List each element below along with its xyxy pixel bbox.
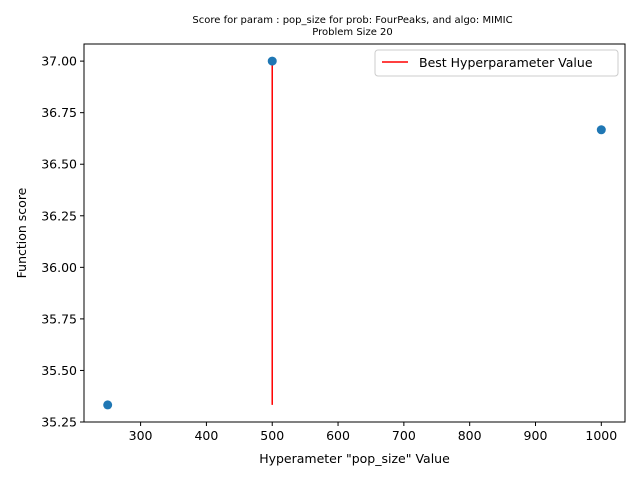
data-point [267,56,277,66]
y-tick-label: 36.75 [41,105,77,120]
x-tick-label: 900 [524,428,548,443]
x-tick-label: 500 [260,428,284,443]
x-tick-label: 600 [326,428,350,443]
y-tick-label: 37.00 [41,54,77,69]
y-tick-label: 35.75 [41,311,77,326]
data-point [596,125,606,135]
legend-label: Best Hyperparameter Value [419,55,593,70]
x-tick-label: 1000 [585,428,617,443]
data-point [103,400,113,410]
x-axis-label: Hyperameter "pop_size" Value [259,451,450,466]
x-tick-label: 800 [458,428,482,443]
x-tick-label: 400 [194,428,218,443]
y-axis-label: Function score [14,187,29,278]
y-tick-label: 36.50 [41,157,77,172]
plot-layer: 300 400 500 600 700 800 900 1000 35.25 35.50 35.75… [41,54,617,443]
x-tick-label: 300 [129,428,153,443]
legend: Best Hyperparameter Value [374,49,619,77]
y-tick-label: 36.25 [41,208,77,223]
chart-title-line1: Score for param : pop_size for prob: Fou… [192,15,512,26]
y-tick-label: 36.00 [41,260,77,275]
plot-frame [83,43,626,423]
chart-title-line2: Problem Size 20 [312,27,393,38]
x-tick-label: 700 [392,428,416,443]
legend-box [374,49,619,77]
y-tick-label: 35.50 [41,363,77,378]
y-tick-label: 35.25 [41,415,77,430]
